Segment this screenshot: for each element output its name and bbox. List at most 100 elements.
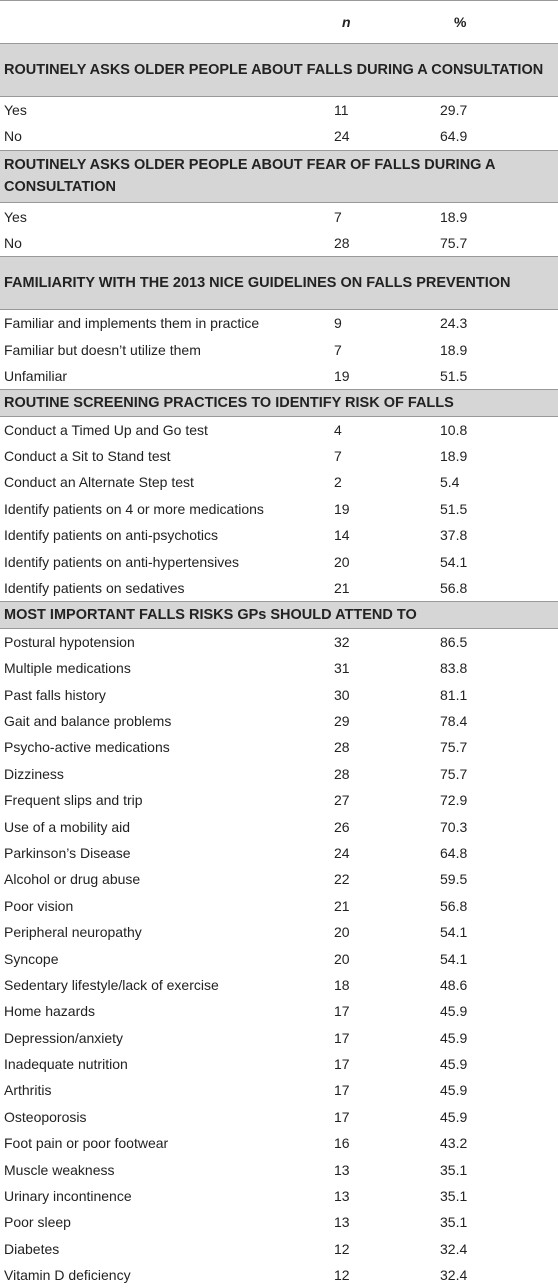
data-row: No 28 75.7 [0,230,558,257]
n-cell: 18 [334,976,350,993]
data-row: Sedentary lifestyle/lack of exercise 18 48… [0,972,558,998]
data-row: Osteoporosis 17 45.9 [0,1104,558,1130]
percent-cell: 29.7 [440,101,468,118]
data-row: Unfamiliar 19 51.5 [0,363,558,390]
row-label: Poor vision [4,897,74,914]
row-label: Psycho-active medications [4,739,170,756]
n-cell: 27 [334,792,350,809]
n-cell: 14 [334,527,350,544]
percent-cell: 54.1 [440,924,468,941]
row-label: Dizziness [4,765,64,782]
section-row: ROUTINE SCREENING PRACTICES TO IDENTIFY … [0,389,558,417]
percent-cell: 59.5 [440,871,468,888]
row-label: Unfamiliar [4,367,68,384]
data-row: Syncope 20 54.1 [0,945,558,971]
percent-cell: 64.9 [440,128,468,145]
n-cell: 13 [334,1161,350,1178]
row-label: Identify patients on anti-hypertensives [4,553,240,570]
percent-cell: 35.1 [440,1214,468,1231]
percent-cell: 43.2 [440,1135,468,1152]
data-row: No 24 64.9 [0,123,558,150]
percent-cell: 83.8 [440,660,468,677]
data-row: Familiar and implements them in practice… [0,309,558,336]
percent-cell: 56.8 [440,580,468,597]
n-cell: 17 [334,1056,350,1073]
section-row: ROUTINELY ASKS OLDER PEOPLE ABOUT FEAR O… [0,149,558,204]
percent-cell: 75.7 [440,234,468,251]
percent-cell: 75.7 [440,765,468,782]
n-cell: 26 [334,818,350,835]
n-cell: 13 [334,1188,350,1205]
data-row: Alcohol or drug abuse 22 59.5 [0,866,558,892]
percent-cell: 32.4 [440,1267,468,1284]
row-label: Conduct an Alternate Step test [4,474,194,491]
n-cell: 16 [334,1135,350,1152]
row-label: Identify patients on 4 or more medicatio… [4,500,264,517]
section-row: MOST IMPORTANT FALLS RISKS GPs SHOULD AT… [0,601,558,629]
section-row: ROUTINELY ASKS OLDER PEOPLE ABOUT FALLS … [0,43,558,97]
row-label: Depression/anxiety [4,1029,124,1046]
data-row: Depression/anxiety 17 45.9 [0,1025,558,1051]
header-percent: % [440,0,558,44]
section-title: FAMILIARITY WITH THE 2013 NICE GUIDELINE… [0,256,558,310]
row-label: Yes [4,208,27,225]
row-label: Conduct a Timed Up and Go test [4,421,208,438]
row-label: Syncope [4,950,59,967]
n-cell: 7 [334,208,342,225]
row-label: Sedentary lifestyle/lack of exercise [4,976,219,993]
percent-cell: 35.1 [440,1188,468,1205]
data-row: Conduct a Sit to Stand test 7 18.9 [0,443,558,469]
row-label: Parkinson’s Disease [4,844,131,861]
row-label: No [4,128,22,145]
section-title: MOST IMPORTANT FALLS RISKS GPs SHOULD AT… [0,601,558,629]
row-label: Peripheral neuropathy [4,924,142,941]
percent-cell: 51.5 [440,500,468,517]
data-row: Conduct an Alternate Step test 2 5.4 [0,469,558,495]
data-row: Psycho-active medications 28 75.7 [0,734,558,760]
row-label: Arthritis [4,1082,52,1099]
percent-cell: 45.9 [440,1029,468,1046]
data-row: Foot pain or poor footwear 16 43.2 [0,1130,558,1156]
data-row: Home hazards 17 45.9 [0,998,558,1024]
row-label: Identify patients on sedatives [4,580,185,597]
n-cell: 30 [334,686,350,703]
data-row: Identify patients on 4 or more medicatio… [0,496,558,522]
data-row: Gait and balance problems 29 78.4 [0,708,558,734]
n-cell: 21 [334,580,350,597]
n-cell: 17 [334,1003,350,1020]
percent-cell: 45.9 [440,1082,468,1099]
percent-cell: 54.1 [440,553,468,570]
percent-cell: 32.4 [440,1240,468,1257]
row-label: Familiar and implements them in practice [4,315,260,332]
data-row: Identify patients on anti-hypertensives 2… [0,548,558,574]
percent-cell: 78.4 [440,713,468,729]
n-cell: 20 [334,950,350,967]
row-label: Foot pain or poor footwear [4,1135,169,1152]
percent-cell: 45.9 [440,1003,468,1020]
n-cell: 20 [334,924,350,941]
data-row: Vitamin D deficiency 12 32.4 [0,1262,558,1288]
percent-cell: 72.9 [440,792,468,809]
n-cell: 11 [334,101,349,118]
percent-cell: 35.1 [440,1161,468,1178]
row-label: Postural hypotension [4,633,135,650]
n-cell: 17 [334,1108,350,1125]
n-cell: 7 [334,448,342,465]
row-label: Identify patients on anti-psychotics [4,527,219,544]
percent-cell: 81.1 [440,686,468,703]
data-row: Diabetes 12 32.4 [0,1236,558,1262]
row-label: Familiar but doesn’t utilize them [4,341,201,358]
percent-cell: 56.8 [440,897,468,914]
n-cell: 7 [334,341,342,358]
header-n: n [334,0,440,44]
n-cell: 12 [334,1240,350,1257]
row-label: No [4,234,22,251]
percent-cell: 75.7 [440,739,468,756]
section-title: ROUTINELY ASKS OLDER PEOPLE ABOUT FALLS … [0,43,558,97]
data-row: Use of a mobility aid 26 70.3 [0,813,558,839]
n-cell: 28 [334,234,350,251]
data-row: Postural hypotension 32 86.5 [0,628,558,655]
data-row: Identify patients on anti-psychotics 14 37… [0,522,558,548]
header-cell [0,0,334,44]
data-row: Parkinson’s Disease 24 64.8 [0,840,558,866]
